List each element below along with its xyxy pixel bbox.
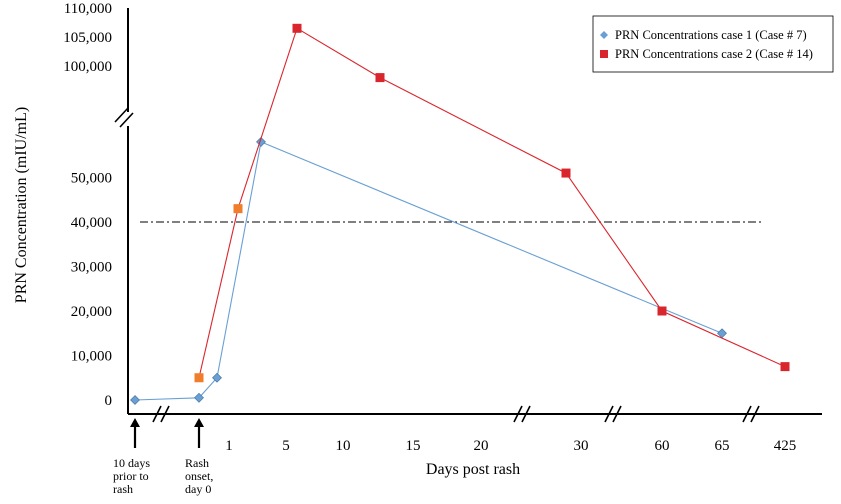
y-tick-label: 10,000 bbox=[71, 349, 112, 365]
x-axis-break-mark-2 bbox=[513, 405, 523, 423]
x-tick-label: 10 bbox=[336, 438, 351, 454]
y-axis-title: PRN Concentration (mIU/mL) bbox=[13, 107, 30, 303]
x-axis-title: Days post rash bbox=[426, 461, 520, 478]
legend-box bbox=[592, 15, 834, 73]
y-tick-label: 30,000 bbox=[71, 260, 112, 276]
series-2-line bbox=[198, 27, 786, 378]
annotation-arrowhead bbox=[194, 418, 204, 427]
y-tick-label: 50,000 bbox=[71, 171, 112, 187]
annotation-text-line: rash bbox=[113, 482, 133, 496]
x-tick-label: 30 bbox=[574, 438, 589, 454]
annotation-text-line: day 0 bbox=[185, 482, 211, 496]
x-tick-label: 60 bbox=[655, 438, 670, 454]
y-tick-label: 0 bbox=[105, 393, 113, 409]
series-2-point bbox=[233, 204, 243, 214]
series-2 bbox=[194, 23, 790, 383]
annotation-text-line: prior to bbox=[113, 469, 149, 483]
x-axis-break-mark-4 bbox=[742, 405, 752, 423]
x-axis-break-mark-1 bbox=[160, 405, 170, 423]
x-tick-label: 65 bbox=[715, 438, 730, 454]
x-axis-break-mark-2 bbox=[521, 405, 531, 423]
y-tick-label: 20,000 bbox=[71, 304, 112, 320]
series-2-point bbox=[780, 362, 790, 372]
series-2-point bbox=[194, 373, 204, 383]
series-group bbox=[130, 23, 790, 405]
y-tick-label: 110,000 bbox=[64, 1, 112, 17]
legend-label-case-1: PRN Concentrations case 1 (Case # 7) bbox=[615, 28, 807, 42]
x-axis-break-mark-1 bbox=[152, 405, 162, 423]
y-tick-label: 100,000 bbox=[63, 59, 112, 75]
y-tick-label: 40,000 bbox=[71, 215, 112, 231]
series-2-point bbox=[292, 23, 302, 33]
x-tick-label: 1 bbox=[225, 438, 233, 454]
legend-marker-case-1 bbox=[600, 31, 608, 39]
legend: PRN Concentrations case 1 (Case # 7) PRN … bbox=[592, 15, 834, 73]
series-2-point bbox=[561, 168, 571, 178]
y-tick-label: 105,000 bbox=[63, 30, 112, 46]
legend-marker-case-2 bbox=[600, 50, 608, 58]
x-axis-break-mark-3 bbox=[612, 405, 622, 423]
x-tick-label: 15 bbox=[406, 438, 421, 454]
axes-group bbox=[114, 8, 822, 423]
x-tick-label: 5 bbox=[282, 438, 290, 454]
series-1-point bbox=[212, 372, 222, 383]
annotation-text-line: Rash bbox=[185, 456, 209, 470]
series-1-point bbox=[130, 395, 140, 405]
series-2-point bbox=[375, 73, 385, 83]
x-axis-break-mark-3 bbox=[604, 405, 614, 423]
x-axis-break-mark-4 bbox=[750, 405, 760, 423]
x-tick-label: 20 bbox=[474, 438, 489, 454]
legend-entries: PRN Concentrations case 1 (Case # 7) PRN … bbox=[600, 28, 813, 61]
annotation-text-line: 10 days bbox=[113, 456, 150, 470]
y-tick-labels-group: 0 10,000 20,000 30,000 40,000 50,000 100,000 10… bbox=[63, 1, 112, 409]
y-axis-break-mark bbox=[114, 107, 129, 123]
series-1 bbox=[130, 136, 727, 405]
x-tick-labels-group: 1 5 10 15 20 30 60 65 425 bbox=[225, 438, 796, 454]
x-tick-label: 425 bbox=[774, 438, 797, 454]
series-1-point bbox=[194, 392, 204, 403]
annotation-text-line: onset, bbox=[185, 469, 213, 483]
y-axis-break-mark bbox=[119, 112, 134, 128]
series-2-point bbox=[657, 306, 667, 316]
legend-label-case-2: PRN Concentrations case 2 (Case # 14) bbox=[615, 47, 813, 61]
annotation-arrowhead bbox=[130, 418, 140, 427]
